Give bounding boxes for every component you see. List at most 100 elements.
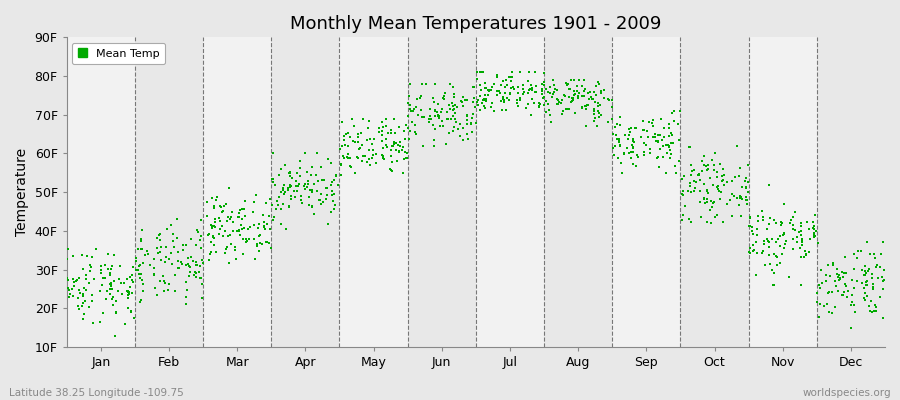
Point [706,167,721,173]
Point [716,166,730,172]
Point [662,133,676,139]
Point [409,104,423,110]
Point [472,69,487,76]
Point [516,82,530,88]
Point [408,122,422,128]
Point [67,283,81,290]
Point [328,172,343,179]
Point [354,130,368,136]
Point [353,145,367,152]
Point [461,136,475,142]
Point [707,150,722,156]
Point [310,187,324,194]
Point [282,203,296,209]
Point [750,231,764,238]
Point [640,128,654,134]
Point [335,143,349,149]
Point [675,192,689,198]
Point [324,208,338,215]
Point [492,88,507,94]
Point [247,222,261,228]
Point [210,193,224,200]
Point [104,280,118,286]
Point [335,118,349,125]
Point [121,295,135,301]
Point [281,186,295,193]
Point [487,108,501,114]
Point [757,238,771,244]
Point [579,103,593,110]
Point [705,204,719,211]
Point [212,215,226,221]
Point [503,84,517,91]
Point [446,103,460,109]
Point [671,158,686,164]
Point [260,221,274,227]
Point [483,87,498,94]
Point [85,254,99,260]
Point [860,277,874,284]
Point [575,105,590,112]
Point [446,124,461,130]
Point [242,224,256,231]
Point [374,138,389,144]
Point [305,189,320,196]
Point [835,292,850,298]
Point [464,128,479,135]
Point [560,82,574,88]
Point [385,143,400,149]
Point [786,222,800,228]
Point [536,70,551,76]
Point [663,140,678,146]
Point [494,82,508,88]
Point [767,217,781,224]
Point [138,252,152,258]
Point [369,160,383,167]
Point [850,248,865,254]
Point [716,219,730,226]
Point [767,282,781,288]
Point [377,156,392,163]
Point [822,309,836,316]
Point [446,128,460,134]
Point [715,173,729,179]
Point [428,126,442,132]
Point [120,288,134,294]
Point [66,253,80,260]
Point [133,238,148,244]
Point [699,196,714,202]
Point [288,183,302,189]
Point [281,185,295,192]
Point [798,251,813,258]
Point [174,259,188,266]
Point [293,158,308,164]
Point [269,206,284,212]
Point [837,269,851,276]
Point [134,297,148,304]
Point [432,113,446,119]
Point [150,292,165,298]
Point [213,204,228,210]
Point [317,177,331,183]
Point [876,278,890,284]
Point [771,236,786,242]
Point [536,79,551,85]
Point [496,78,510,84]
Point [105,294,120,300]
Point [407,106,421,112]
Point [86,276,101,282]
Point [677,173,691,180]
Point [524,112,538,118]
Point [190,227,204,233]
Point [343,155,357,161]
Point [767,250,781,257]
Point [446,84,461,90]
Point [609,136,624,142]
Point [664,151,679,158]
Point [739,184,753,190]
Point [193,237,207,243]
Point [579,123,593,129]
Point [730,195,744,202]
Point [365,154,380,161]
Point [406,108,420,114]
